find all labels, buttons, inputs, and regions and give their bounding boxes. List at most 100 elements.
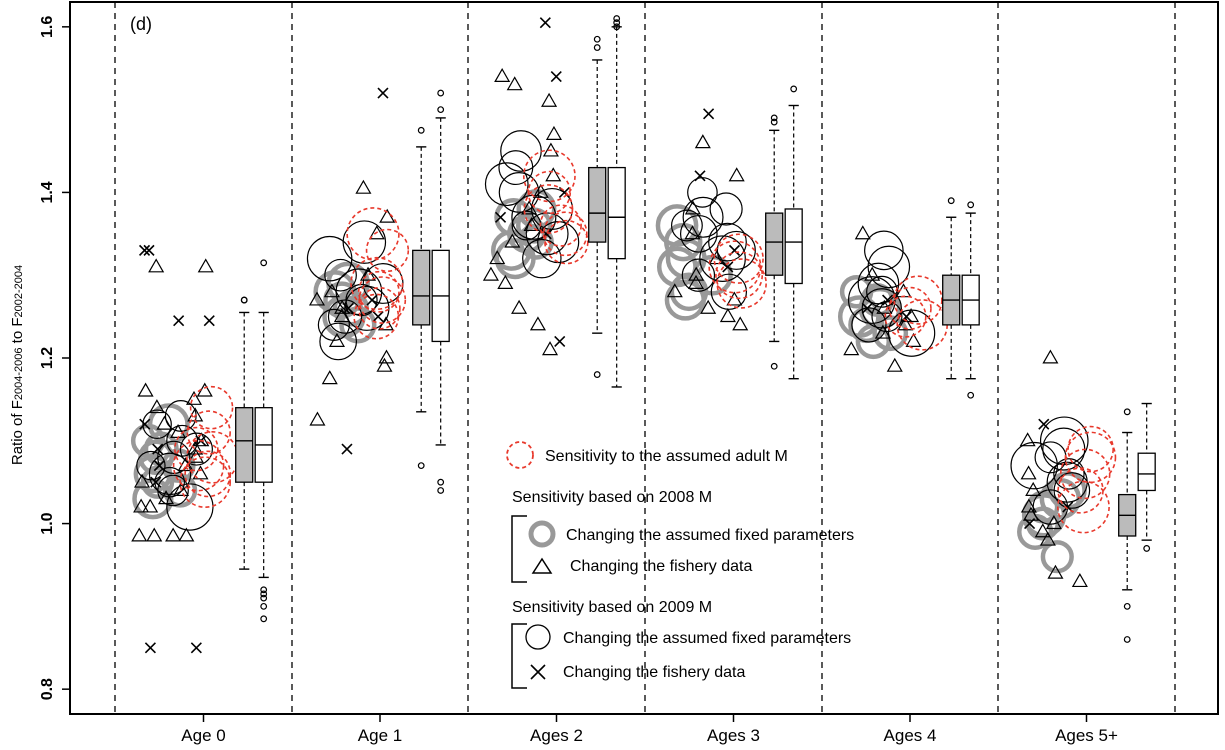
y-tick-label-1: 1.0 <box>39 512 56 534</box>
fishery-2009-point-3-1 <box>694 170 706 182</box>
adult-m-point-2-2 <box>523 184 574 234</box>
fixed-2009-point-2-6 <box>498 172 540 213</box>
fishery-2008-point-1-5 <box>334 299 351 314</box>
adult-m-point-1-3 <box>365 228 410 273</box>
fixed-2009-point-5-1 <box>1034 441 1067 474</box>
fixed-2009-point-1-1 <box>324 258 357 292</box>
fishery-2008-point-0-19 <box>146 527 163 542</box>
fixed-2009-point-3-5 <box>681 258 716 292</box>
fixed-2009-point-0-7 <box>179 432 213 466</box>
box-2009-2-flier-0 <box>613 23 621 31</box>
fishery-2008-point-1-12 <box>333 308 350 323</box>
fishery-2008-point-3-5 <box>688 266 705 281</box>
fishery-2008-point-2-11 <box>482 266 499 281</box>
legend-2009-fixed-marker <box>525 624 551 650</box>
adult-m-point-0-3 <box>186 410 231 455</box>
fishery-2008-point-2-9 <box>504 233 521 248</box>
fishery-2008-point-3-4 <box>708 250 725 265</box>
box-2008-2-flier-0 <box>593 44 601 51</box>
fishery-2008-point-5-8 <box>1039 531 1056 546</box>
group-1 <box>306 87 410 455</box>
fixed-2008-point-3-6 <box>664 279 706 321</box>
box-2008-3-body <box>765 212 784 276</box>
fishery-2008-point-2-3 <box>545 125 562 140</box>
legend-2008-fixed-label: Changing the assumed fixed parameters <box>566 527 854 544</box>
box-2009-5-flier-0 <box>1143 545 1151 552</box>
fixed-2008-point-1-4 <box>326 261 370 306</box>
fishery-2009-point-1-3 <box>372 311 384 323</box>
fishery-2008-point-0-0 <box>137 382 154 397</box>
box-2008-0 <box>235 296 254 570</box>
box-2008-3-flier-1 <box>770 114 778 122</box>
fishery-2008-point-0-10 <box>142 498 159 513</box>
fixed-2009-point-2-5 <box>522 238 562 279</box>
fishery-2008-point-3-3 <box>684 225 701 240</box>
legend-2008-fishery-label: Changing the fishery data <box>570 558 752 575</box>
box-2009-3 <box>784 85 803 380</box>
fishery-2009-point-2-2 <box>554 335 566 348</box>
fixed-2008-point-3-5 <box>655 204 699 247</box>
box-2008-1 <box>412 126 431 470</box>
fixed-2009-point-3-1 <box>709 192 743 226</box>
fishery-2008-point-5-10 <box>1071 572 1088 588</box>
fixed-2009-point-3-9 <box>682 196 724 238</box>
fixed-2009-point-3-6 <box>710 273 748 310</box>
box-2008-2 <box>588 35 607 378</box>
fishery-2009-point-0-9 <box>152 443 164 455</box>
fixed-2009-point-0-4 <box>142 409 172 440</box>
fishery-2009-point-0-5 <box>190 642 202 654</box>
box-2008-0-flier-1 <box>240 296 248 304</box>
box-2009-0-flier-5 <box>260 590 268 598</box>
fixed-2009-point-3-3 <box>708 222 747 262</box>
adult-m-point-2-3 <box>527 170 572 215</box>
y-tick-label-2: 1.2 <box>39 347 56 369</box>
adult-m-point-1-4 <box>346 207 400 261</box>
ylabel-sub2: 2002-2004 <box>13 265 25 318</box>
group-0 <box>130 244 239 654</box>
box-2008-3-flier-2 <box>770 362 778 370</box>
adult-m-point-0-2 <box>174 426 219 472</box>
legend-2009-title: Sensitivity based on 2009 M <box>512 599 712 616</box>
fixed-2008-point-5-4 <box>1040 540 1074 574</box>
adult-m-point-5-0 <box>1057 480 1110 534</box>
adult-m-point-0-4 <box>189 385 234 430</box>
fishery-2008-point-0-12 <box>187 440 204 455</box>
fixed-2009-point-4-8 <box>851 307 887 343</box>
fishery-2008-point-0-16 <box>197 258 214 273</box>
adult-m-point-3-0 <box>715 251 764 300</box>
legend: Sensitivity to the assumed adult M Sensi… <box>506 441 854 689</box>
x-tick-label-2: Ages 2 <box>530 726 583 745</box>
svg-text:Ratio of F2004-2006 to F2002-2: Ratio of F2004-2006 to F2002-2004 <box>9 265 26 465</box>
fixed-2009-point-2-1 <box>484 162 529 207</box>
fishery-2008-point-2-15 <box>541 341 559 356</box>
fixed-2008-point-0-3 <box>133 454 173 494</box>
fixed-2008-point-4-4 <box>872 315 909 352</box>
fishery-2008-point-3-2 <box>684 200 701 215</box>
fishery-2008-point-0-3 <box>156 415 173 430</box>
group-4 <box>837 225 948 372</box>
adult-m-point-4-1 <box>888 286 932 330</box>
fishery-2008-point-5-5 <box>1022 506 1040 521</box>
fishery-2008-point-2-13 <box>511 299 528 314</box>
box-2009-0 <box>254 259 273 623</box>
adult-m-point-5-1 <box>1057 467 1104 514</box>
y-tick-label-4: 1.6 <box>39 16 56 38</box>
box-2009-4 <box>961 201 980 399</box>
ylabel-prefix: Ratio of F <box>9 400 26 465</box>
box-2008-5-flier-2 <box>1123 636 1131 643</box>
panel-label: (d) <box>130 14 152 34</box>
fishery-2009-point-5-0 <box>1038 418 1050 430</box>
fishery-2008-point-5-3 <box>1025 481 1042 496</box>
fishery-2008-point-0-7 <box>134 473 151 488</box>
box-2009-3-body <box>784 208 803 285</box>
fishery-2008-point-3-11 <box>732 316 749 331</box>
fishery-2009-point-1-0 <box>377 87 389 99</box>
box-2009-1-flier-3 <box>437 487 445 494</box>
fishery-2008-point-2-5 <box>545 167 562 182</box>
fishery-2008-point-2-8 <box>523 216 540 232</box>
fixed-2009-point-1-0 <box>342 220 387 264</box>
fishery-2009-point-0-3 <box>203 315 215 327</box>
box-2009-2-flier-2 <box>613 15 621 22</box>
fishery-2009-point-1-2 <box>342 302 354 314</box>
box-2009-2 <box>607 15 626 388</box>
